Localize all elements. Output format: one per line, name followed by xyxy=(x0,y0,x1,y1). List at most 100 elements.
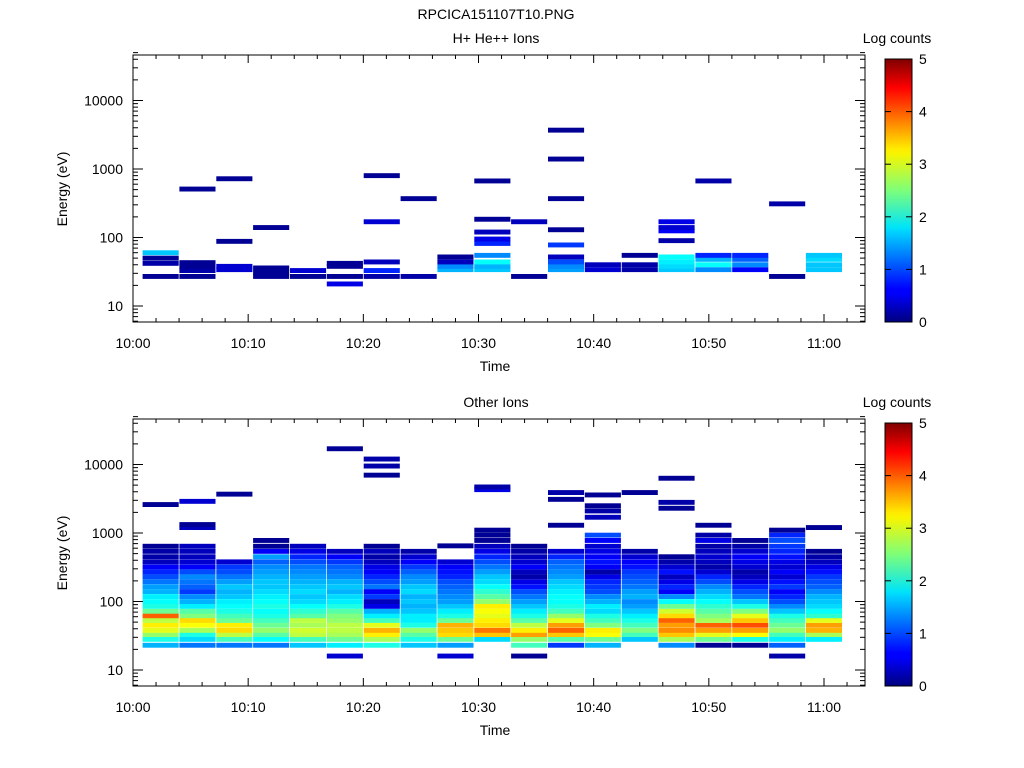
spectrogram-cell xyxy=(805,256,842,262)
spectrogram-cell xyxy=(326,274,363,279)
spectrogram-cell xyxy=(732,618,769,623)
spectrogram-cell xyxy=(658,622,695,628)
colorbar-tick-label: 5 xyxy=(919,415,927,431)
spectrogram-cell xyxy=(658,267,695,273)
spectrogram-cell xyxy=(216,636,253,642)
spectrogram-cell xyxy=(437,579,474,585)
spectrogram-cell xyxy=(363,584,400,590)
spectrogram-cell xyxy=(769,632,806,637)
spectrogram-cell xyxy=(216,613,253,619)
spectrogram-cell xyxy=(584,574,621,580)
spectrogram-cell xyxy=(179,618,216,623)
spectrogram-cell xyxy=(363,456,400,462)
spectrogram-cell xyxy=(474,263,511,269)
spectrogram-cell xyxy=(511,579,548,585)
spectrogram-cell xyxy=(474,178,511,184)
spectrogram-cell xyxy=(326,589,363,594)
spectrogram-cell xyxy=(179,564,216,570)
spectrogram-cell xyxy=(805,627,842,633)
spectrogram-cell xyxy=(805,618,842,623)
spectrogram-cell xyxy=(584,543,621,549)
spectrogram-cell xyxy=(290,627,327,633)
spectrogram-cell xyxy=(179,263,216,269)
spectrogram-cell xyxy=(290,543,327,549)
spectrogram-cell xyxy=(732,262,769,268)
spectrogram-cell xyxy=(253,554,290,560)
spectrogram-cell xyxy=(584,514,621,520)
spectrogram-cell xyxy=(179,642,216,648)
spectrogram-cell xyxy=(474,532,511,538)
spectrogram-cell xyxy=(179,603,216,609)
spectrogram-cell xyxy=(474,574,511,580)
spectrogram-cell xyxy=(548,579,585,585)
spectrogram-cell xyxy=(363,559,400,565)
spectrogram-cell xyxy=(253,579,290,585)
spectrogram-cell xyxy=(437,589,474,594)
spectrogram-cell xyxy=(179,498,216,504)
spectrogram-cell xyxy=(474,229,511,235)
spectrogram-cell xyxy=(142,622,179,628)
spectrogram-cell xyxy=(658,228,695,234)
spectrogram-cell xyxy=(253,274,290,279)
spectrogram-cell xyxy=(695,584,732,590)
spectrogram-cell xyxy=(326,622,363,628)
spectrogram-cell xyxy=(511,594,548,599)
spectrogram-cell xyxy=(474,484,511,490)
spectrogram-cell xyxy=(179,636,216,642)
spectrogram-cell xyxy=(142,599,179,604)
spectrogram-cell xyxy=(658,618,695,623)
spectrogram-cell xyxy=(695,636,732,642)
spectrogram-cell xyxy=(290,274,327,279)
spectrogram-cell xyxy=(769,642,806,648)
x-tick-label: 10:40 xyxy=(576,699,611,715)
spectrogram-cell xyxy=(621,599,658,604)
y-tick-label: 10 xyxy=(107,662,123,678)
spectrogram-cell xyxy=(326,608,363,614)
spectrogram-cell xyxy=(363,574,400,580)
spectrogram-cell xyxy=(142,274,179,279)
spectrogram-cell xyxy=(142,554,179,560)
spectrogram-cell xyxy=(179,569,216,575)
x-tick-label: 10:10 xyxy=(231,699,266,715)
spectrogram-cell xyxy=(732,599,769,604)
spectrogram-cell xyxy=(474,241,511,246)
spectrogram-cell xyxy=(769,594,806,599)
spectrogram-cell xyxy=(511,603,548,609)
spectrogram-cell xyxy=(363,579,400,585)
spectrogram-cell xyxy=(253,564,290,570)
spectrogram-cell xyxy=(511,636,548,642)
spectrogram-cell xyxy=(290,574,327,580)
spectrogram-cell xyxy=(695,178,732,184)
spectrogram-cell xyxy=(363,548,400,554)
spectrogram-cell xyxy=(400,274,437,279)
spectrogram-cell xyxy=(253,603,290,609)
spectrogram-cell xyxy=(253,632,290,637)
spectrogram-cell xyxy=(732,632,769,637)
spectrogram-cell xyxy=(621,554,658,560)
spectrogram-cell xyxy=(732,559,769,565)
spectrogram-cell xyxy=(805,262,842,268)
spectrogram-cell xyxy=(511,569,548,575)
spectrogram-cell xyxy=(658,569,695,575)
x-axis-label: Time xyxy=(480,358,511,374)
spectrogram-cell xyxy=(437,632,474,637)
spectrogram-cell xyxy=(584,508,621,514)
spectrogram-cell xyxy=(179,548,216,554)
spectrogram-cell xyxy=(805,579,842,585)
spectrogram-cell xyxy=(511,653,548,659)
spectrogram-cell xyxy=(511,622,548,628)
spectrogram-cell xyxy=(548,584,585,590)
spectrogram-cell xyxy=(658,505,695,511)
spectrogram-cell xyxy=(548,594,585,599)
spectrogram-cell xyxy=(621,603,658,609)
spectrogram-cell xyxy=(253,543,290,549)
spectrogram-cell xyxy=(584,613,621,619)
spectrogram-cell xyxy=(695,642,732,648)
spectrogram-cell xyxy=(805,603,842,609)
spectrogram-cell xyxy=(548,632,585,637)
x-axis-label: Time xyxy=(480,722,511,738)
spectrogram-cell xyxy=(805,589,842,594)
x-tick-label: 10:50 xyxy=(691,699,726,715)
spectrogram-cell xyxy=(253,265,290,271)
spectrogram-cell xyxy=(142,632,179,637)
